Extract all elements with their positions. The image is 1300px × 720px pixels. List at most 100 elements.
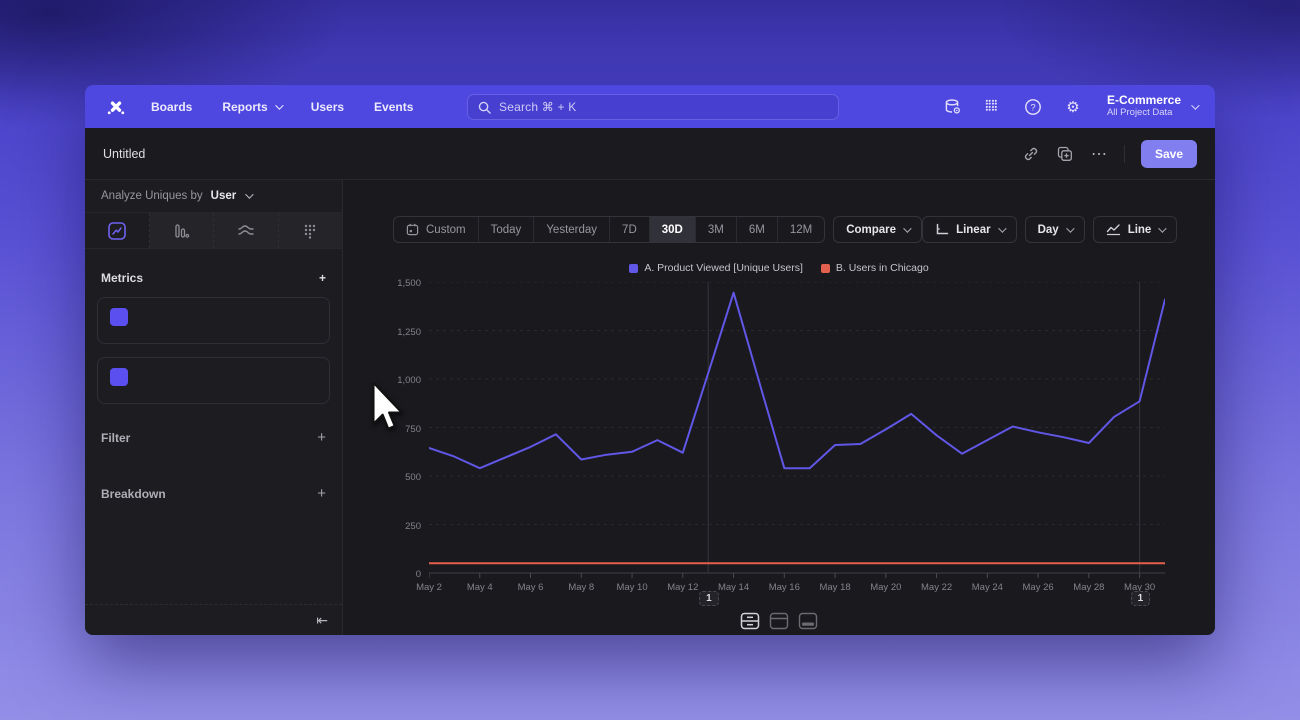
x-tick-label: May 16 [768,582,800,593]
range-yesterday[interactable]: Yesterday [534,217,611,242]
y-tick-label: 1,250 [397,326,421,338]
x-tick-label: May 6 [517,582,544,593]
metrics-section-header: Metrics + [85,249,342,297]
save-button[interactable]: Save [1140,139,1197,168]
help-icon[interactable]: ? [1023,97,1043,117]
tab-insights[interactable] [85,213,150,248]
legend-label: B. Users in Chicago [835,262,929,274]
range-7d[interactable]: 7D [610,217,650,242]
annotation-badge[interactable]: 1 [1130,591,1151,606]
tab-flows[interactable] [214,213,279,248]
chart-type-tabs [85,213,342,249]
header-divider [1123,144,1125,163]
app-window: Boards Reports Users Events Search ⌘ + K ? … [85,85,1215,635]
display-controls: Linear Day Line [922,216,1178,243]
range-6m[interactable]: 6M [737,217,778,242]
x-tick-label: May 20 [870,582,902,593]
metric-card-b[interactable] [97,357,330,404]
breakdown-section-row: Breakdown + [85,484,342,504]
tab-funnels[interactable] [149,213,214,248]
interval-button[interactable]: Day [1024,216,1085,243]
y-tick-label: 250 [405,520,421,532]
linear-axis-icon [936,223,949,235]
layout-toggle-group [740,612,818,630]
search-placeholder: Search ⌘ + K [499,100,577,114]
legend-label: A. Product Viewed [Unique Users] [644,262,803,274]
x-tick-label: May 2 [416,582,442,593]
apps-grid-icon[interactable] [983,97,1003,117]
x-axis-labels: May 2 May 4 May 6 May 8 May 10 May 12 May 14 Ma… [343,582,1215,594]
svg-text:?: ? [1030,102,1035,113]
date-range-controls: Custom Today Yesterday 7D 30D 3M 6M 12M Compare [393,216,923,243]
x-tick-label: May 24 [971,582,1003,593]
project-switcher[interactable]: E-Commerce All Project Data [1106,93,1200,119]
more-options-icon[interactable]: ⋯ [1090,145,1107,163]
analyze-by-row[interactable]: Analyze Uniques by User [85,180,342,213]
report-title[interactable]: Untitled [103,146,146,161]
x-tick-label: May 12 [667,582,699,593]
filter-label: Filter [101,431,131,445]
nav-item-label: Events [374,99,414,114]
scale-button[interactable]: Linear [922,216,1017,243]
legend-swatch [820,263,830,273]
tab-retention[interactable] [278,213,342,248]
chart-type-chevron-icon [1158,223,1167,233]
project-name: E-Commerce [1106,93,1181,107]
nav-item-events[interactable]: Events [374,100,413,114]
nav-item-label: Boards [151,99,193,114]
nav-item-reports[interactable]: Reports [222,99,284,114]
layout-table-only-button[interactable] [798,612,818,630]
add-filter-button[interactable]: + [317,429,326,446]
chevron-down-icon [274,100,284,110]
compare-button[interactable]: Compare [833,216,923,243]
nav-item-label: Reports [222,99,268,114]
legend-item[interactable]: B. Users in Chicago [820,262,929,274]
range-custom[interactable]: Custom [394,217,479,242]
nav-item-boards[interactable]: Boards [151,100,192,114]
add-metric-button[interactable]: + [318,271,326,285]
content-area: Analyze Uniques by User Metrics [85,180,1215,635]
y-axis-labels: 0 250 500 750 1,000 1,250 1,500 [343,278,423,580]
copy-link-icon[interactable] [1022,145,1040,163]
layout-chart-only-button[interactable] [769,612,789,630]
chart-type-button[interactable]: Line [1092,216,1178,243]
analyze-value: User [210,190,237,202]
range-30d[interactable]: 30D [649,217,696,242]
collapse-sidebar-icon[interactable]: ⇤ [316,611,328,628]
interval-label: Day [1037,223,1059,236]
data-management-icon[interactable] [943,97,963,117]
legend-swatch [629,263,639,273]
range-label: 12M [789,223,813,236]
chart-panel: Custom Today Yesterday 7D 30D 3M 6M 12M Compare… [343,180,1215,635]
annotation-badge[interactable]: 1 [699,591,719,606]
metric-list [85,297,342,404]
project-subtitle: All Project Data [1106,107,1173,118]
y-tick-label: 1,500 [397,278,421,289]
range-today[interactable]: Today [479,217,535,242]
range-12m[interactable]: 12M [778,217,824,242]
nav-item-label: Users [310,99,345,114]
analyze-chevron-icon [245,190,254,199]
add-breakdown-button[interactable]: + [317,485,326,502]
chart-legend: A. Product Viewed [Unique Users] B. Users… [343,262,1215,274]
legend-item[interactable]: A. Product Viewed [Unique Users] [629,262,803,274]
search-icon [478,101,491,114]
range-label: Today [490,223,522,236]
metric-letter-badge [110,308,128,326]
duplicate-icon[interactable] [1056,145,1074,163]
settings-gear-icon[interactable]: ⚙ [1066,98,1080,116]
y-tick-label: 0 [415,569,421,580]
x-tick-label: May 18 [819,582,851,593]
mixpanel-logo[interactable] [103,96,129,118]
search-input[interactable]: Search ⌘ + K [467,94,839,120]
range-3m[interactable]: 3M [696,217,737,242]
query-builder-sidebar: Analyze Uniques by User Metrics [85,180,343,635]
nav-item-users[interactable]: Users [311,100,344,114]
metric-card-a[interactable] [97,297,330,344]
layout-chart-and-table-button[interactable] [740,612,760,630]
retention-dots-icon [305,224,316,239]
x-tick-label: May 4 [466,582,493,593]
compare-chevron-icon [903,223,912,233]
range-label: Custom [426,223,466,236]
line-chart[interactable] [428,281,1166,580]
